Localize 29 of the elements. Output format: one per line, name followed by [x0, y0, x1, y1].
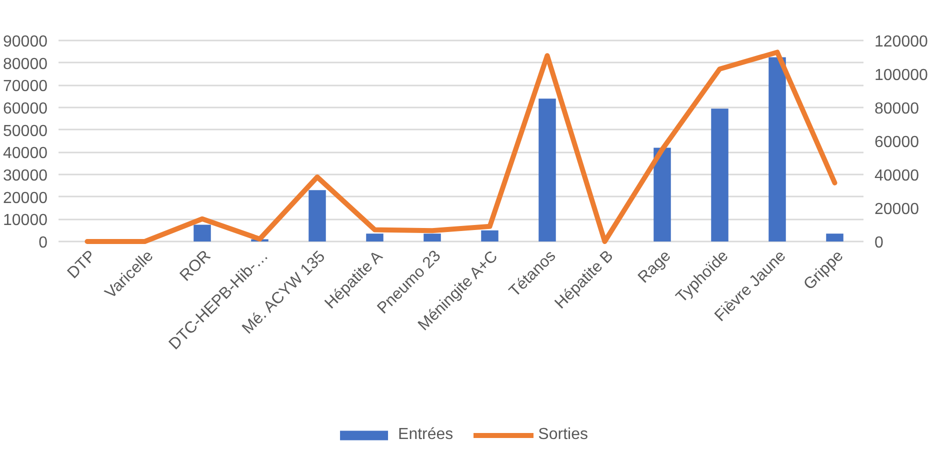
y-tick-label: 20000 [3, 190, 48, 207]
y-tick-label: 30000 [3, 168, 48, 184]
y2-tick-label: 20000 [874, 201, 920, 218]
bar [366, 234, 384, 242]
y2-tick-label: 100000 [874, 67, 928, 84]
bar [826, 234, 844, 242]
bar [308, 190, 326, 242]
y-tick-label: 50000 [3, 122, 48, 140]
y-tick-label: 80000 [3, 56, 48, 73]
legend-label: Sorties [538, 426, 588, 444]
bar [654, 148, 671, 242]
y-tick-label: 60000 [3, 100, 48, 118]
bar [768, 57, 786, 242]
y-tick-label: 90000 [3, 34, 48, 50]
y-tick-label: 0 [38, 234, 48, 252]
y2-tick-label: 60000 [874, 134, 920, 151]
bar [711, 108, 728, 242]
y-tick-label: 40000 [3, 145, 48, 162]
y2-tick-label: 0 [874, 234, 884, 252]
y-tick-label: 10000 [3, 212, 48, 230]
y2-tick-label: 40000 [874, 168, 920, 184]
y2-tick-label: 120000 [874, 34, 928, 50]
legend-label: Entrées [398, 426, 454, 444]
bar [481, 230, 498, 242]
y-tick-label: 70000 [3, 78, 48, 96]
bar [538, 98, 556, 242]
bar [424, 234, 441, 242]
y2-tick-label: 80000 [874, 100, 920, 118]
bar [194, 224, 211, 242]
